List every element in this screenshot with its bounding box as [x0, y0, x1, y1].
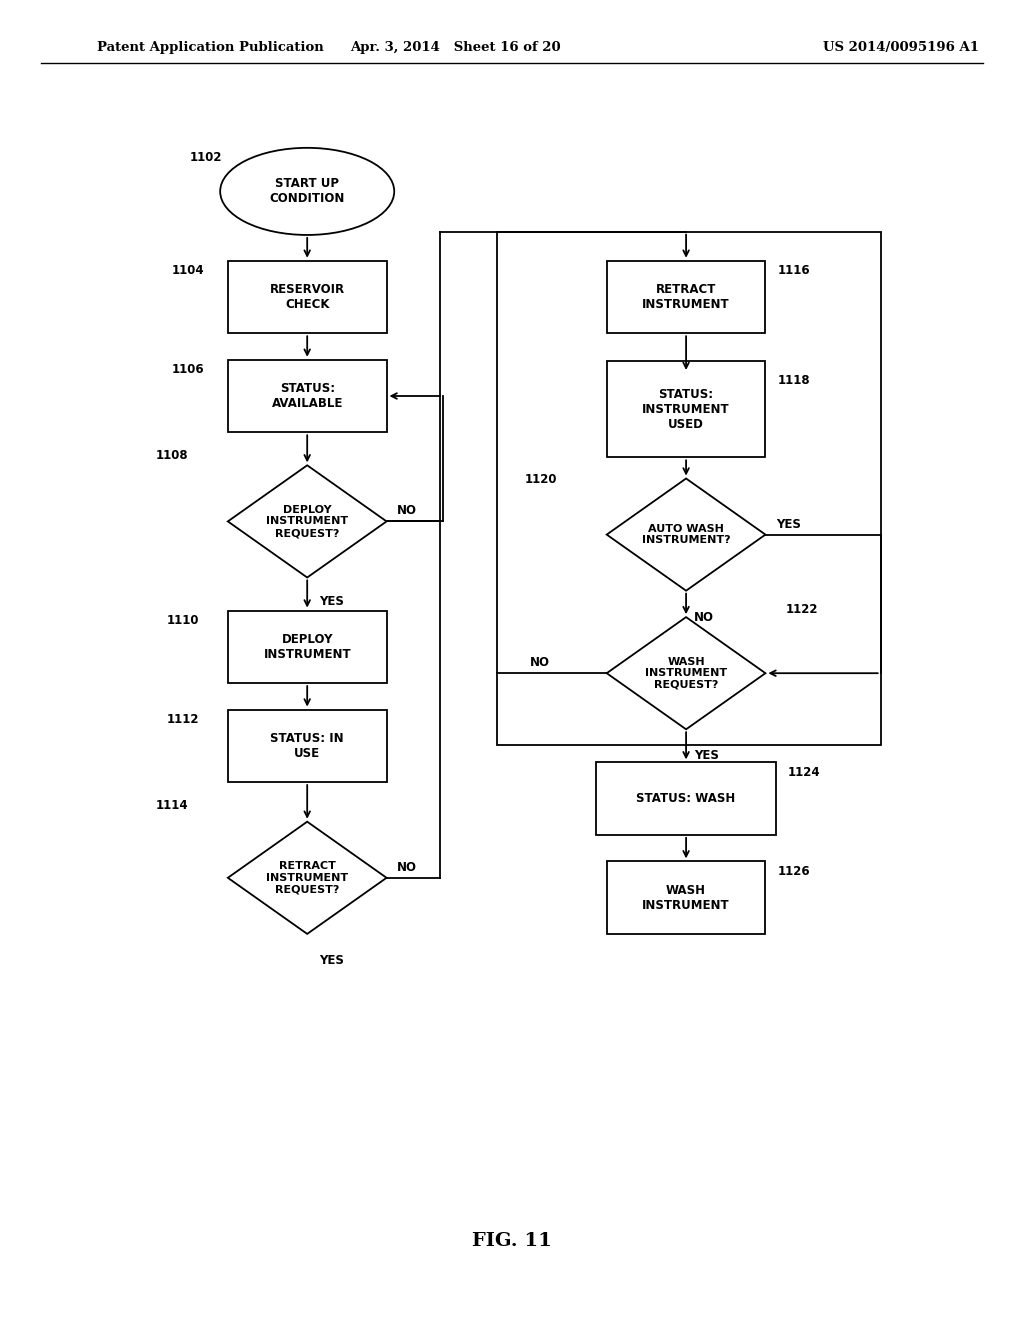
Text: NO: NO: [397, 504, 417, 517]
Text: 1110: 1110: [166, 614, 199, 627]
Text: 1122: 1122: [786, 603, 818, 616]
Bar: [227, 260, 386, 333]
Text: 1108: 1108: [156, 449, 188, 462]
Text: NO: NO: [397, 861, 417, 874]
Text: RETRACT
INSTRUMENT: RETRACT INSTRUMENT: [642, 282, 730, 312]
Text: NO: NO: [530, 656, 550, 669]
Text: START UP
CONDITION: START UP CONDITION: [269, 177, 345, 206]
Bar: [606, 862, 766, 935]
Text: 1124: 1124: [788, 766, 820, 779]
Bar: [606, 362, 766, 458]
Text: 1118: 1118: [778, 374, 810, 387]
Bar: [227, 710, 386, 781]
Text: Apr. 3, 2014   Sheet 16 of 20: Apr. 3, 2014 Sheet 16 of 20: [350, 41, 561, 54]
Text: DEPLOY
INSTRUMENT
REQUEST?: DEPLOY INSTRUMENT REQUEST?: [266, 504, 348, 539]
Text: STATUS: WASH: STATUS: WASH: [637, 792, 735, 805]
Text: WASH
INSTRUMENT
REQUEST?: WASH INSTRUMENT REQUEST?: [645, 656, 727, 690]
Text: 1106: 1106: [171, 363, 204, 376]
Text: YES: YES: [776, 517, 801, 531]
Polygon shape: [227, 821, 387, 935]
Polygon shape: [606, 618, 766, 729]
Text: RETRACT
INSTRUMENT
REQUEST?: RETRACT INSTRUMENT REQUEST?: [266, 861, 348, 895]
Bar: [227, 610, 386, 684]
Text: STATUS:
AVAILABLE: STATUS: AVAILABLE: [271, 381, 343, 411]
Text: YES: YES: [319, 595, 344, 607]
Text: 1112: 1112: [166, 713, 199, 726]
Bar: [497, 231, 881, 744]
Text: 1120: 1120: [525, 473, 557, 486]
Bar: [596, 763, 776, 836]
Bar: [606, 260, 766, 333]
Polygon shape: [227, 466, 387, 578]
Bar: [227, 360, 386, 433]
Ellipse shape: [220, 148, 394, 235]
Text: FIG. 11: FIG. 11: [472, 1232, 552, 1250]
Text: YES: YES: [694, 750, 719, 762]
Text: NO: NO: [694, 611, 715, 623]
Text: US 2014/0095196 A1: US 2014/0095196 A1: [823, 41, 979, 54]
Text: WASH
INSTRUMENT: WASH INSTRUMENT: [642, 883, 730, 912]
Polygon shape: [606, 479, 766, 591]
Text: 1126: 1126: [778, 865, 810, 878]
Text: Patent Application Publication: Patent Application Publication: [97, 41, 324, 54]
Text: STATUS: IN
USE: STATUS: IN USE: [270, 731, 344, 760]
Text: 1104: 1104: [171, 264, 204, 277]
Text: 1102: 1102: [189, 150, 222, 164]
Text: 1114: 1114: [156, 799, 188, 812]
Text: DEPLOY
INSTRUMENT: DEPLOY INSTRUMENT: [263, 632, 351, 661]
Text: 1116: 1116: [778, 264, 810, 277]
Text: YES: YES: [319, 954, 344, 966]
Text: RESERVOIR
CHECK: RESERVOIR CHECK: [269, 282, 345, 312]
Text: AUTO WASH
INSTRUMENT?: AUTO WASH INSTRUMENT?: [642, 524, 730, 545]
Text: STATUS:
INSTRUMENT
USED: STATUS: INSTRUMENT USED: [642, 388, 730, 430]
